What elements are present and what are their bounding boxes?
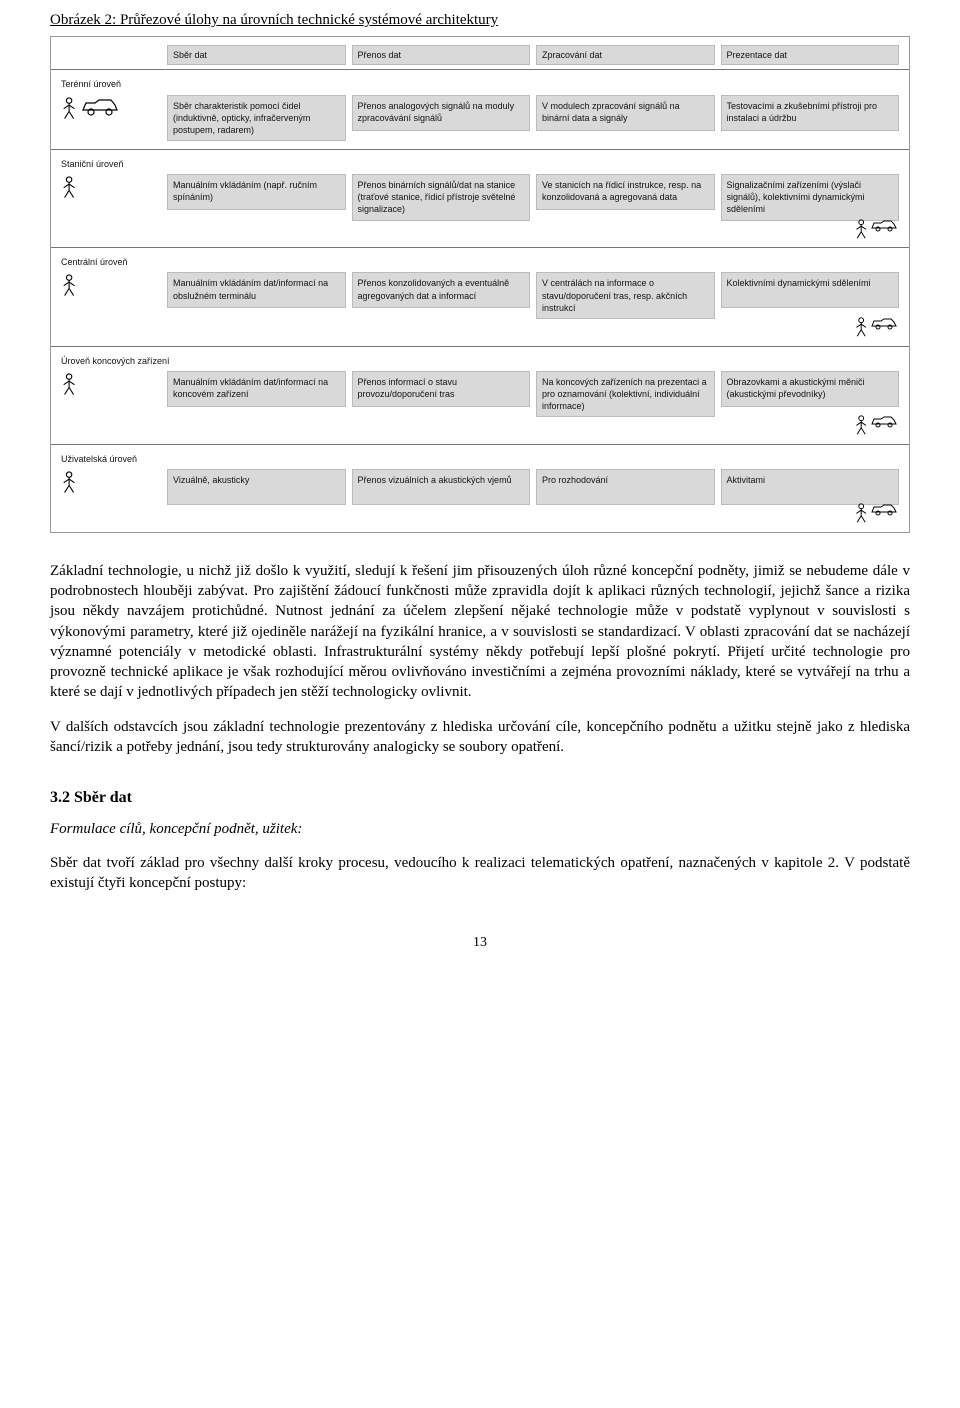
diagram-level: Úroveň koncových zařízení Manuálním vklá… (51, 346, 909, 444)
level-row: Manuálním vkládáním dat/informací na obs… (61, 272, 899, 318)
level-left-icon (61, 469, 161, 494)
level-row: Manuálním vkládáním (např. ručním spínán… (61, 174, 899, 220)
diagram-cell: Aktivitami (721, 469, 900, 505)
car-icon (81, 97, 119, 117)
diagram-header-row: Sběr dat Přenos dat Zpracování dat Preze… (51, 37, 909, 69)
section-heading: 3.2 Sběr dat (50, 787, 910, 809)
header-prenos: Přenos dat (352, 45, 531, 65)
diagram-cell: Na koncových zařízeních na prezentaci a … (536, 371, 715, 417)
level-right-icon (61, 415, 899, 436)
diagram-cell: Pro rozhodování (536, 469, 715, 505)
person-icon (854, 415, 868, 436)
person-icon (61, 176, 77, 199)
page-number: 13 (50, 934, 910, 953)
car-small-icon (871, 503, 897, 517)
level-row: Manuálním vkládáním dat/informací na kon… (61, 371, 899, 417)
diagram-cell: Obrazovkami a akustickými měniči (akusti… (721, 371, 900, 407)
diagram-cell: Přenos binárních signálů/dat na stanice … (352, 174, 531, 220)
diagram-cell: Přenos informací o stavu provozu/doporuč… (352, 371, 531, 407)
diagram-cell: Ve stanicích na řídicí instrukce, resp. … (536, 174, 715, 210)
diagram-cell: V modulech zpracování signálů na binární… (536, 95, 715, 131)
level-label: Uživatelská úroveň (61, 453, 899, 465)
diagram-cell: Manuálním vkládáním dat/informací na kon… (167, 371, 346, 407)
diagram-level: Terénní úroveň Sběr charakteristik pomoc… (51, 69, 909, 149)
person-icon (854, 219, 868, 240)
diagram-level: Centrální úroveň Manuálním vkládáním dat… (51, 247, 909, 345)
paragraph-3: Sběr dat tvoří základ pro všechny další … (50, 853, 910, 894)
car-small-icon (871, 219, 897, 233)
header-sber: Sběr dat (167, 45, 346, 65)
level-label: Úroveň koncových zařízení (61, 355, 899, 367)
level-row: Sběr charakteristik pomocí čidel (indukt… (61, 95, 899, 141)
person-icon (61, 274, 77, 297)
person-icon (61, 97, 77, 120)
header-zpracovani: Zpracování dat (536, 45, 715, 65)
level-label: Centrální úroveň (61, 256, 899, 268)
header-prezentace: Prezentace dat (721, 45, 900, 65)
paragraph-2: V dalších odstavcích jsou základní techn… (50, 717, 910, 758)
diagram-cell: Signalizačními zařízeními (výslači signá… (721, 174, 900, 220)
level-right-icon (61, 503, 899, 524)
level-right-icon (61, 219, 899, 240)
level-left-icon (61, 95, 161, 120)
car-small-icon (871, 317, 897, 331)
person-icon (854, 317, 868, 338)
diagram-frame: Sběr dat Přenos dat Zpracování dat Preze… (50, 36, 910, 533)
diagram-cell: Manuálním vkládáním (např. ručním spínán… (167, 174, 346, 210)
level-left-icon (61, 174, 161, 199)
diagram-cell: Sběr charakteristik pomocí čidel (indukt… (167, 95, 346, 141)
figure-title: Obrázek 2: Průřezové úlohy na úrovních t… (50, 10, 910, 30)
person-icon (854, 503, 868, 524)
car-small-icon (871, 415, 897, 429)
level-left-icon (61, 272, 161, 297)
section-subheading: Formulace cílů, koncepční podnět, užitek… (50, 819, 910, 839)
diagram-cell: Přenos analogových signálů na moduly zpr… (352, 95, 531, 131)
diagram-cell: V centrálách na informace o stavu/doporu… (536, 272, 715, 318)
header-spacer (61, 45, 161, 65)
diagram-level: Staniční úroveň Manuálním vkládáním (nap… (51, 149, 909, 247)
diagram-cell: Kolektivními dynamickými sděleními (721, 272, 900, 308)
level-label: Terénní úroveň (61, 78, 899, 90)
diagram-cell: Testovacími a zkušebními přístroji pro i… (721, 95, 900, 131)
diagram-level: Uživatelská úroveň Vizuálně, akustickyPř… (51, 444, 909, 532)
paragraph-1: Základní technologie, u nichž již došlo … (50, 561, 910, 703)
diagram-cell: Přenos konzolidovaných a eventuálně agre… (352, 272, 531, 308)
level-left-icon (61, 371, 161, 396)
person-icon (61, 373, 77, 396)
level-label: Staniční úroveň (61, 158, 899, 170)
diagram-cell: Vizuálně, akusticky (167, 469, 346, 505)
level-right-icon (61, 317, 899, 338)
level-row: Vizuálně, akustickyPřenos vizuálních a a… (61, 469, 899, 505)
person-icon (61, 471, 77, 494)
diagram-cell: Manuálním vkládáním dat/informací na obs… (167, 272, 346, 308)
diagram-cell: Přenos vizuálních a akustických vjemů (352, 469, 531, 505)
